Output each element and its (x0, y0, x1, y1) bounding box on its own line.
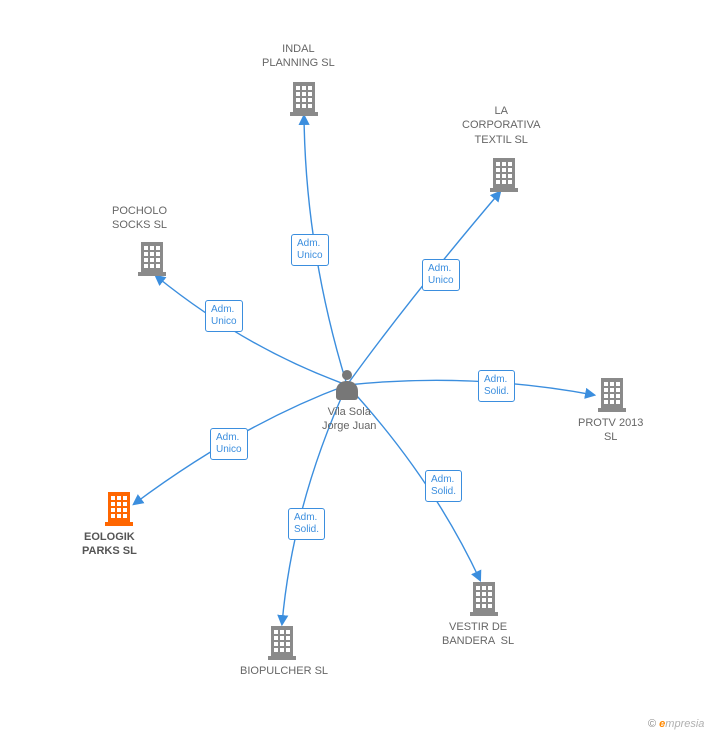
edge-label-indal: Adm. Unico (291, 234, 329, 266)
company-label-vestir: VESTIR DE BANDERA SL (442, 620, 514, 649)
edge-label-corporativa: Adm. Unico (422, 259, 460, 291)
company-label-pocholo: POCHOLO SOCKS SL (112, 204, 167, 233)
edge-label-biopulcher: Adm. Solid. (288, 508, 325, 540)
company-label-eologik: EOLOGIK PARKS SL (82, 530, 137, 559)
edge-label-protv: Adm. Solid. (478, 370, 515, 402)
building-icon-vestir (470, 582, 498, 616)
company-label-protv: PROTV 2013 SL (578, 416, 643, 445)
company-label-corporativa: LA CORPORATIVA TEXTIL SL (462, 104, 540, 147)
building-icon-corporativa (490, 158, 518, 192)
copyright-symbol: © (648, 718, 656, 730)
edge-label-eologik: Adm. Unico (210, 428, 248, 460)
edge-label-vestir: Adm. Solid. (425, 470, 462, 502)
building-icon-pocholo (138, 242, 166, 276)
building-icon-protv (598, 378, 626, 412)
building-icon-eologik (105, 492, 133, 526)
copyright-brand: empresia (659, 718, 704, 730)
edge-protv (347, 380, 594, 395)
edges-layer (0, 0, 728, 740)
edge-pocholo (156, 276, 347, 385)
company-label-biopulcher: BIOPULCHER SL (240, 664, 328, 678)
company-label-indal: INDAL PLANNING SL (262, 42, 335, 71)
building-icon-biopulcher (268, 626, 296, 660)
center-label: Vila Sola Jorge Juan (322, 405, 376, 434)
person-icon (334, 370, 360, 400)
edge-label-pocholo: Adm. Unico (205, 300, 243, 332)
building-icon-indal (290, 82, 318, 116)
copyright: © empresia (648, 718, 704, 730)
